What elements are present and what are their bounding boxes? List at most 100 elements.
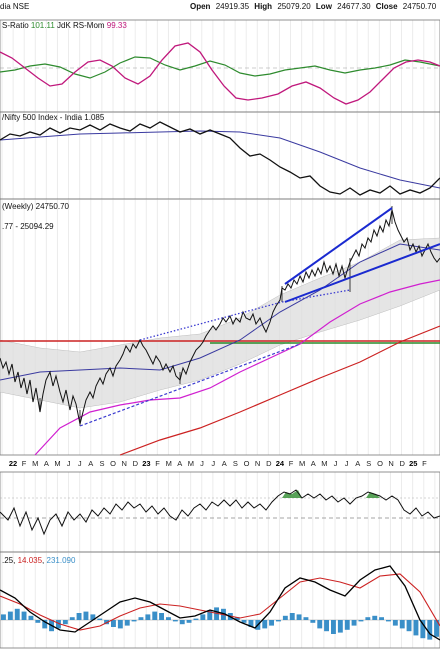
rs-ratio-value: 101.11	[31, 21, 55, 30]
macd-histogram-bar	[392, 620, 398, 626]
x-axis-label: A	[311, 459, 316, 468]
macd-histogram-bar	[124, 620, 130, 626]
low-value: 24677.30	[337, 2, 371, 11]
macd-histogram-bar	[42, 620, 48, 629]
macd-histogram-bar	[289, 613, 295, 620]
macd-histogram-bar	[282, 615, 288, 620]
relative-strength-panel: /Nifty 500 Index - India 1.085	[0, 111, 440, 200]
macd-histogram-bar	[159, 613, 164, 620]
x-axis-label: 24	[276, 459, 285, 468]
lower-trendline	[79, 343, 301, 427]
rs-ratio-line	[0, 56, 440, 79]
macd-histogram-bar	[276, 620, 281, 622]
svg-text:.25, 14.035, 231.090: .25, 14.035, 231.090	[2, 556, 76, 565]
x-axis-label: O	[244, 459, 250, 468]
x-axis-label: A	[355, 459, 360, 468]
macd-histogram-bar	[83, 611, 89, 620]
rs-ratio-panel: S-Ratio 101.11 JdK RS-Mom 99.33	[0, 19, 440, 113]
macd-histogram-bar	[241, 620, 247, 623]
macd-histogram-bar	[35, 620, 41, 623]
close-value: 24750.70	[403, 2, 437, 11]
relative-label: /Nifty 500 Index - India 1.085	[2, 113, 105, 122]
macd-histogram-bar	[386, 620, 391, 622]
rs-ratio-label: S-Ratio	[2, 21, 31, 30]
relative-line	[0, 121, 440, 196]
macd-histogram-bar	[303, 617, 309, 620]
x-axis-label: S	[233, 459, 238, 468]
x-axis-label: J	[211, 459, 215, 468]
rising-wedge-lower	[284, 243, 440, 303]
macd-histogram-bar	[337, 620, 343, 633]
x-axis-label: D	[266, 459, 272, 468]
macd-histogram-bar	[1, 614, 6, 620]
dotted-trendline-2	[281, 289, 351, 303]
indicator-green-fill	[282, 490, 380, 498]
rising-wedge-upper	[284, 207, 393, 285]
macd-histogram-bar	[193, 618, 199, 620]
macd-histogram-bar	[138, 617, 144, 620]
macd-histogram-bar	[186, 620, 192, 623]
macd-histogram-bar	[358, 620, 364, 622]
x-axis-label: A	[44, 459, 49, 468]
x-axis-label: 25	[409, 459, 417, 468]
macd-histogram-bar	[427, 620, 433, 640]
indicator-panel	[0, 471, 440, 553]
macd-label: .25,	[2, 556, 18, 565]
x-axis-label: J	[334, 459, 338, 468]
open-label: Open	[190, 2, 211, 11]
x-axis-label: F	[422, 459, 427, 468]
indicator-line	[0, 489, 440, 536]
macd-histogram-bar	[379, 617, 384, 620]
rs-mom-label: JdK RS-Mom	[55, 21, 107, 30]
rs-mom-line	[0, 42, 440, 105]
macd-histogram-bar	[131, 620, 137, 622]
macd-histogram-bar	[413, 620, 419, 636]
x-axis-label: A	[88, 459, 93, 468]
x-axis-label: F	[22, 459, 27, 468]
macd-histogram-bar	[324, 620, 329, 632]
macd-signal-line	[0, 573, 440, 631]
macd-histogram-bar	[420, 620, 426, 639]
relative-ma-line	[0, 130, 440, 189]
macd-histogram-bar	[200, 614, 206, 620]
price-panel: (Weekly) 24750.70 .77 - 25094.29	[0, 198, 440, 456]
high-label: High	[254, 2, 272, 11]
macd-histogram-bar	[344, 620, 350, 630]
macd-histogram-bar	[69, 617, 75, 620]
macd-histogram-bar	[97, 618, 103, 620]
macd-histogram-bar	[56, 620, 61, 629]
x-axis-label: A	[222, 459, 227, 468]
x-axis-label: S	[366, 459, 371, 468]
x-axis-label: N	[388, 459, 393, 468]
macd-signal-value: 14.035	[18, 556, 43, 565]
svg-text:Open 24919.35 High: Open 24919.35 High 25079.20 Low 24677.30…	[190, 2, 437, 11]
ma-blue-line	[0, 243, 440, 381]
macd-histogram-bar	[207, 610, 213, 620]
macd-histogram-bar	[76, 613, 82, 620]
open-value: 24919.35	[216, 2, 250, 11]
x-axis-label: F	[289, 459, 294, 468]
macd-histogram-bar	[7, 611, 13, 620]
x-axis-label: 22	[9, 459, 17, 468]
x-axis-label: S	[99, 459, 104, 468]
macd-panel: .25, 14.035, 231.090	[0, 551, 440, 649]
macd-histogram-bar	[269, 620, 274, 626]
x-axis-label: O	[110, 459, 116, 468]
rs-mom-value: 99.33	[107, 21, 128, 30]
x-axis-label: M	[54, 459, 60, 468]
x-axis-label: D	[133, 459, 139, 468]
macd-histogram-bar	[399, 620, 405, 629]
macd-histogram-bar	[172, 620, 178, 622]
x-axis-label: M	[32, 459, 38, 468]
x-axis-label: J	[200, 459, 204, 468]
macd-histogram-bar	[166, 617, 171, 620]
macd-histogram-bar	[365, 617, 371, 620]
macd-histogram-bar	[296, 614, 302, 620]
macd-histogram-bar	[351, 620, 357, 626]
macd-histogram-bar	[117, 620, 123, 629]
svg-text:S-Ratio 101.11 JdK RS-Mom 99.3: S-Ratio 101.11 JdK RS-Mom 99.33	[2, 21, 127, 30]
macd-histogram-bar	[28, 615, 34, 620]
macd-histogram-bar	[434, 620, 439, 637]
x-axis-label: F	[155, 459, 160, 468]
